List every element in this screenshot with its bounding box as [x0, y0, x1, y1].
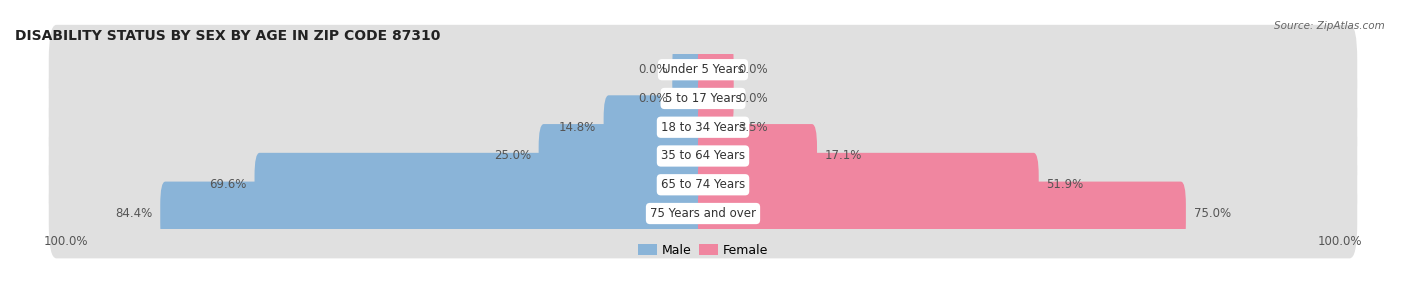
- FancyBboxPatch shape: [697, 181, 1185, 246]
- Text: 0.0%: 0.0%: [738, 63, 768, 76]
- Text: 65 to 74 Years: 65 to 74 Years: [661, 178, 745, 191]
- FancyBboxPatch shape: [49, 25, 1357, 115]
- FancyBboxPatch shape: [49, 82, 1357, 172]
- Text: Source: ZipAtlas.com: Source: ZipAtlas.com: [1274, 21, 1385, 31]
- Text: 35 to 64 Years: 35 to 64 Years: [661, 149, 745, 163]
- FancyBboxPatch shape: [49, 140, 1357, 230]
- FancyBboxPatch shape: [697, 153, 1039, 217]
- FancyBboxPatch shape: [538, 124, 709, 188]
- Text: 17.1%: 17.1%: [825, 149, 862, 163]
- FancyBboxPatch shape: [697, 95, 730, 159]
- FancyBboxPatch shape: [49, 169, 1357, 258]
- FancyBboxPatch shape: [697, 38, 734, 102]
- Text: Under 5 Years: Under 5 Years: [662, 63, 744, 76]
- FancyBboxPatch shape: [49, 111, 1357, 201]
- Text: 75 Years and over: 75 Years and over: [650, 207, 756, 220]
- FancyBboxPatch shape: [697, 124, 817, 188]
- FancyBboxPatch shape: [49, 54, 1357, 143]
- Text: 51.9%: 51.9%: [1046, 178, 1084, 191]
- FancyBboxPatch shape: [603, 95, 709, 159]
- Text: 14.8%: 14.8%: [558, 121, 596, 134]
- Legend: Male, Female: Male, Female: [633, 239, 773, 262]
- FancyBboxPatch shape: [697, 66, 734, 131]
- Text: 0.0%: 0.0%: [638, 92, 668, 105]
- FancyBboxPatch shape: [160, 181, 709, 246]
- Text: 18 to 34 Years: 18 to 34 Years: [661, 121, 745, 134]
- Text: 0.0%: 0.0%: [738, 92, 768, 105]
- Text: DISABILITY STATUS BY SEX BY AGE IN ZIP CODE 87310: DISABILITY STATUS BY SEX BY AGE IN ZIP C…: [15, 29, 440, 43]
- FancyBboxPatch shape: [672, 38, 709, 102]
- Text: 75.0%: 75.0%: [1194, 207, 1230, 220]
- Text: 25.0%: 25.0%: [494, 149, 531, 163]
- FancyBboxPatch shape: [254, 153, 709, 217]
- Text: 0.0%: 0.0%: [638, 63, 668, 76]
- Text: 69.6%: 69.6%: [209, 178, 247, 191]
- Text: 5 to 17 Years: 5 to 17 Years: [665, 92, 741, 105]
- Text: 3.5%: 3.5%: [738, 121, 768, 134]
- Text: 84.4%: 84.4%: [115, 207, 153, 220]
- FancyBboxPatch shape: [672, 66, 709, 131]
